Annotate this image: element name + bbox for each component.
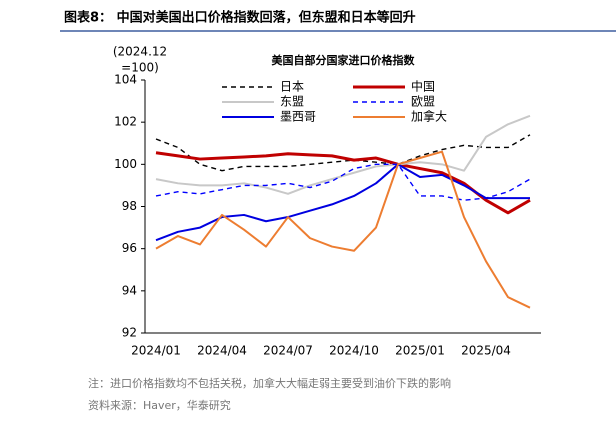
legend-label: 欧盟 — [411, 95, 435, 109]
series-line — [155, 163, 531, 201]
x-tick-label: 2025/04 — [461, 344, 511, 358]
y-tick-label: 96 — [122, 241, 137, 255]
y-tick-label: 104 — [114, 73, 137, 87]
y-tick-label: 92 — [122, 326, 137, 340]
legend-label: 日本 — [280, 80, 304, 94]
y-axis-label: (2024.12 — [113, 45, 167, 59]
source: 资料来源：Haver，华泰研究 — [88, 398, 231, 412]
legend-label: 墨西哥 — [280, 110, 316, 124]
x-tick-label: 2024/04 — [197, 344, 247, 358]
series-line — [155, 150, 531, 309]
x-tick-label: 2024/10 — [329, 344, 379, 358]
series-line — [155, 151, 531, 215]
series-line — [155, 134, 531, 172]
legend-label: 东盟 — [280, 95, 304, 109]
y-axis-label: =100) — [121, 61, 159, 75]
chart-title: 美国自部分国家进口价格指数 — [272, 53, 416, 67]
note: 注：进口价格指数均不包括关税，加拿大大幅走弱主要受到油价下跌的影响 — [88, 376, 451, 390]
y-tick-label: 102 — [114, 115, 137, 129]
series-line — [155, 114, 531, 195]
y-tick-label: 100 — [114, 157, 137, 171]
legend-label: 加拿大 — [411, 109, 447, 124]
figure-title: 图表8： 中国对美国出口价格指数回落，但东盟和日本等回升 — [64, 10, 416, 26]
y-tick-label: 94 — [122, 283, 137, 297]
x-tick-label: 2025/01 — [395, 344, 445, 358]
x-tick-label: 2024/01 — [131, 344, 181, 358]
y-tick-label: 98 — [122, 199, 137, 213]
x-tick-label: 2024/07 — [263, 344, 313, 358]
legend-label: 中国 — [411, 79, 435, 94]
